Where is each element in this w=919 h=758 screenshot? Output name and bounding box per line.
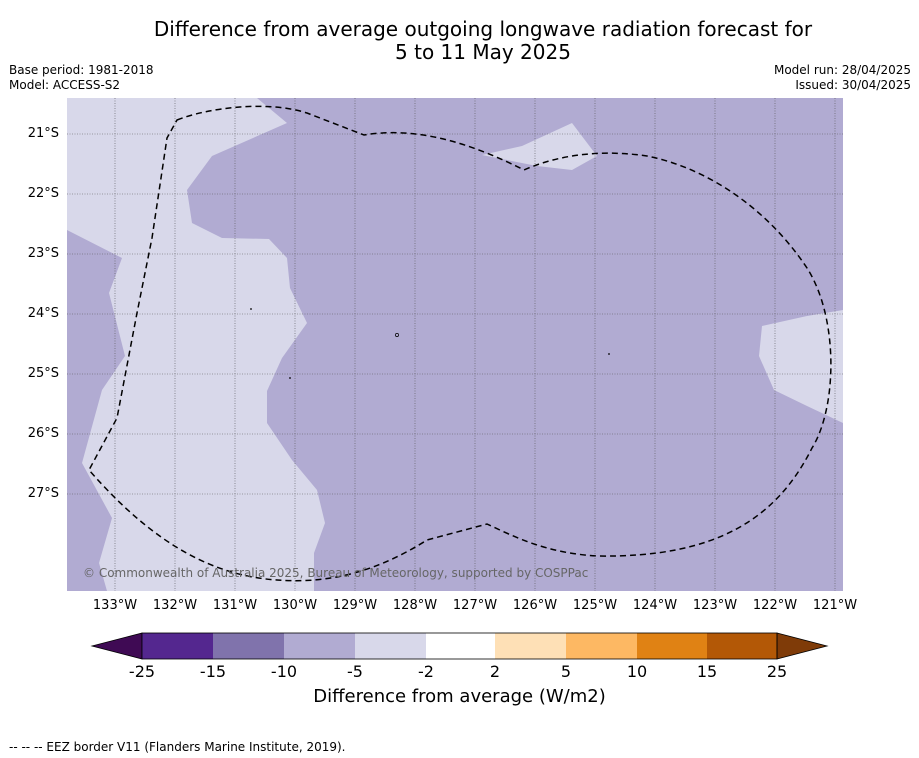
colorbar-tick-label: -10 bbox=[270, 662, 298, 681]
lon-label: 132°W bbox=[152, 598, 198, 613]
colorbar-tick-label: -2 bbox=[418, 662, 434, 681]
lat-label: 23°S bbox=[27, 246, 59, 261]
lon-label: 133°W bbox=[92, 598, 138, 613]
lat-label: 22°S bbox=[27, 186, 59, 201]
lat-label: 24°S bbox=[27, 306, 59, 321]
meta-left: Base period: 1981-2018 Model: ACCESS-S2 bbox=[9, 63, 154, 93]
colorbar-tick-label: 25 bbox=[766, 662, 788, 681]
graticule bbox=[67, 98, 843, 591]
island-dot bbox=[608, 353, 610, 355]
lat-label: 25°S bbox=[27, 366, 59, 381]
title-line-1: Difference from average outgoing longwav… bbox=[153, 17, 813, 41]
lon-label: 123°W bbox=[692, 598, 738, 613]
eez-border bbox=[88, 105, 832, 582]
lon-label: 126°W bbox=[512, 598, 558, 613]
lon-label: 125°W bbox=[572, 598, 618, 613]
colorbar-tick-label: -15 bbox=[199, 662, 227, 681]
colorbar-arrow-right bbox=[776, 632, 829, 660]
colorbar-segment bbox=[495, 633, 566, 659]
island-dot bbox=[250, 308, 252, 310]
anomaly-region-light-west bbox=[67, 98, 325, 591]
model-name: Model: ACCESS-S2 bbox=[9, 78, 121, 92]
lon-label: 122°W bbox=[752, 598, 798, 613]
copyright-notice: © Commonwealth of Australia 2025, Bureau… bbox=[83, 566, 589, 580]
colorbar-tick-label: 5 bbox=[560, 662, 572, 681]
colorbar-tick-label: -5 bbox=[347, 662, 363, 681]
lat-label: 27°S bbox=[27, 486, 59, 501]
colorbar-tick-label: 10 bbox=[626, 662, 648, 681]
model-run: Model run: 28/04/2025 bbox=[773, 63, 911, 77]
map-canvas bbox=[67, 98, 843, 591]
colorbar-segment bbox=[355, 633, 426, 659]
colorbar-tick-label: 2 bbox=[489, 662, 501, 681]
lon-label: 129°W bbox=[332, 598, 378, 613]
colorbar-title: Difference from average (W/m2) bbox=[313, 686, 606, 707]
colorbar-segment bbox=[142, 633, 213, 659]
lon-label: 131°W bbox=[212, 598, 258, 613]
issued-date: Issued: 30/04/2025 bbox=[795, 78, 911, 92]
colorbar-arrow-left bbox=[90, 632, 143, 660]
colorbar-tick-label: 15 bbox=[696, 662, 718, 681]
lon-label: 130°W bbox=[272, 598, 318, 613]
lon-label: 128°W bbox=[392, 598, 438, 613]
colorbar-segment bbox=[637, 633, 707, 659]
lat-label: 21°S bbox=[27, 126, 59, 141]
lon-label: 121°W bbox=[812, 598, 858, 613]
colorbar bbox=[90, 632, 829, 660]
colorbar-segment bbox=[284, 633, 355, 659]
chart-title: Difference from average outgoing longwav… bbox=[0, 18, 919, 64]
lon-label: 127°W bbox=[452, 598, 498, 613]
colorbar-segment bbox=[566, 633, 637, 659]
colorbar-outline bbox=[141, 632, 778, 660]
lat-label: 26°S bbox=[27, 426, 59, 441]
island-dot bbox=[289, 377, 291, 379]
eez-footnote: -- -- -- EEZ border V11 (Flanders Marine… bbox=[9, 740, 346, 754]
lon-label: 124°W bbox=[632, 598, 678, 613]
meta-right: Model run: 28/04/2025 Issued: 30/04/2025 bbox=[774, 63, 911, 93]
anomaly-region-medium-coast bbox=[67, 230, 125, 591]
island-dot bbox=[395, 333, 399, 337]
base-period: Base period: 1981-2018 bbox=[9, 63, 154, 77]
title-line-2: 5 to 11 May 2025 bbox=[395, 40, 571, 64]
anomaly-region-light-east bbox=[759, 310, 843, 423]
colorbar-segment bbox=[426, 633, 495, 659]
anomaly-region-light-north bbox=[482, 123, 597, 170]
colorbar-segment bbox=[707, 633, 777, 659]
colorbar-tick-label: -25 bbox=[128, 662, 156, 681]
colorbar-segment bbox=[213, 633, 284, 659]
map-area: © Commonwealth of Australia 2025, Bureau… bbox=[67, 98, 843, 591]
